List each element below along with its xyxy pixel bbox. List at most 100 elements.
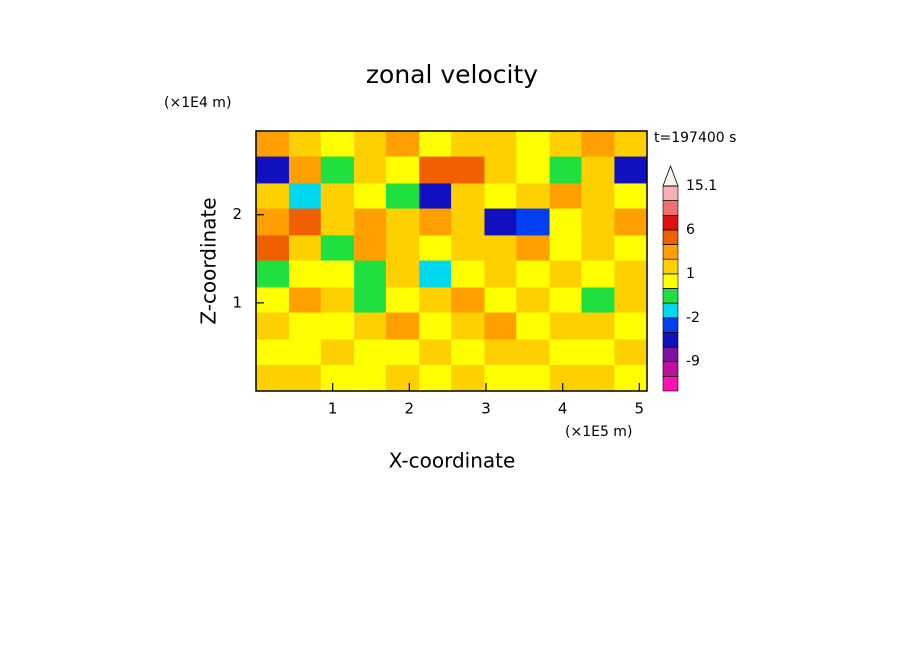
contour-cell (256, 156, 290, 184)
contour-cell (419, 131, 452, 158)
x-tick-label: 4 (558, 400, 568, 418)
contour-cell (549, 260, 583, 288)
contour-cell (451, 156, 485, 184)
contour-cell (419, 183, 452, 210)
contour-cell (516, 287, 550, 314)
colorbar-band (662, 258, 679, 275)
contour-cell (581, 183, 615, 210)
contour-cell (354, 287, 387, 314)
contour-cell (419, 312, 452, 340)
colorbar-tick-label: 15.1 (686, 178, 717, 194)
contour-cell (451, 183, 485, 210)
contour-cell (385, 208, 420, 236)
contour-cell (256, 339, 290, 366)
y-unit: (×1E4 m) (164, 95, 231, 111)
contour-cell (288, 131, 322, 158)
colorbar-band (662, 200, 679, 216)
contour-cell (484, 131, 518, 158)
y-tick-label: 1 (232, 293, 242, 311)
contour-cell (385, 156, 420, 184)
contour-cell (419, 339, 452, 366)
contour-cell (516, 260, 550, 288)
chart-title: zonal velocity (366, 60, 538, 89)
contour-cell (385, 365, 420, 392)
contour-cell (354, 339, 387, 366)
contour-cell (614, 131, 648, 158)
colorbar-band (662, 302, 679, 319)
contour-cell (385, 312, 420, 340)
colorbar-band (662, 185, 679, 201)
contour-cell (581, 131, 615, 158)
contour-cell (614, 208, 648, 236)
contour-cell (320, 260, 355, 288)
contour-cell (614, 287, 648, 314)
contour-cell (516, 208, 550, 236)
contour-cell (256, 365, 290, 392)
colorbar-tick-label: 6 (686, 222, 695, 238)
contour-cell (484, 312, 518, 340)
contour-cell (320, 339, 355, 366)
contour-cell (484, 287, 518, 314)
contour-cell (320, 235, 355, 262)
plot-frame (255, 130, 648, 392)
contour-cell (516, 312, 550, 340)
contour-cell (320, 287, 355, 314)
contour-cell (549, 183, 583, 210)
contour-cell (484, 235, 518, 262)
x-unit: (×1E5 m) (565, 424, 632, 440)
contour-cell (549, 131, 583, 158)
contour-cell (288, 156, 322, 184)
contour-cell (354, 208, 387, 236)
contour-cell (549, 339, 583, 366)
contour-cell (581, 260, 615, 288)
contour-cell (256, 235, 290, 262)
contour-cell (419, 260, 452, 288)
contour-cell (484, 365, 518, 392)
contour-cell (419, 287, 452, 314)
x-tick-label: 1 (328, 400, 338, 418)
contour-cell (581, 365, 615, 392)
contour-cell (581, 156, 615, 184)
contour-cell (484, 208, 518, 236)
contour-cell (288, 365, 322, 392)
contour-cell (549, 208, 583, 236)
colorbar-tick-label: -2 (686, 310, 700, 326)
contour-cell (320, 183, 355, 210)
contour-cell (419, 365, 452, 392)
contour-cell (288, 260, 322, 288)
x-tick-label: 3 (481, 400, 491, 418)
contour-cell (581, 235, 615, 262)
contour-cell (484, 183, 518, 210)
contour-cell (516, 131, 550, 158)
contour-cell (385, 339, 420, 366)
colorbar-band (662, 244, 679, 260)
contour-cell (516, 235, 550, 262)
contour-cell (549, 365, 583, 392)
contour-cell (549, 312, 583, 340)
contour-cell (385, 235, 420, 262)
contour-cell (614, 183, 648, 210)
contour-cell (354, 260, 387, 288)
contour-cell (354, 235, 387, 262)
contour-cell (581, 339, 615, 366)
contour-cell (549, 235, 583, 262)
contour-cell (614, 235, 648, 262)
contour-cell (451, 287, 485, 314)
colorbar-band (662, 346, 679, 363)
contour-cell (320, 365, 355, 392)
contour-cell (385, 260, 420, 288)
x-axis-title: X-coordinate (389, 449, 516, 473)
contour-cell (320, 131, 355, 158)
contour-cell (385, 183, 420, 210)
contour-cell (451, 312, 485, 340)
y-tick-label: 2 (232, 205, 242, 223)
contour-cell (451, 260, 485, 288)
contour-cell (516, 183, 550, 210)
contour-cell (484, 339, 518, 366)
colorbar-tick-label: 1 (686, 266, 695, 282)
colorbar-band (662, 214, 679, 231)
contour-cell (320, 156, 355, 184)
y-axis-title: Z-coordinate (197, 197, 221, 324)
contour-cell (288, 235, 322, 262)
contour-cell (385, 131, 420, 158)
